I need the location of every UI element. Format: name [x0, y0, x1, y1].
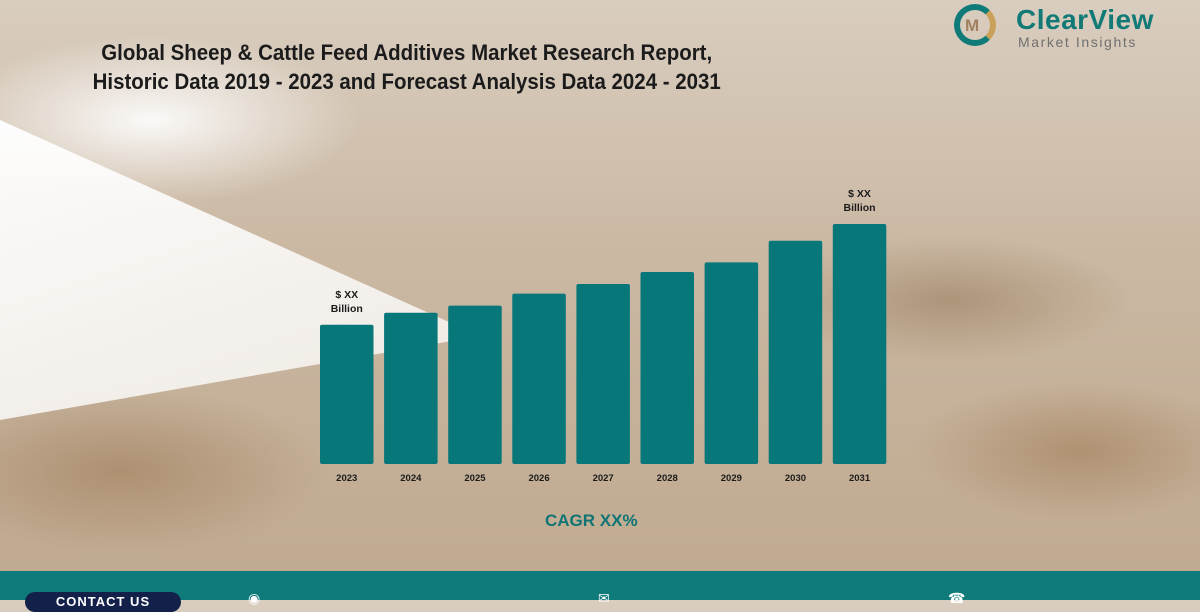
data-label: Billion — [844, 202, 876, 214]
bar-2031 — [832, 224, 887, 464]
email-icon: ✉ — [598, 590, 610, 606]
cagr-label: CAGR XX% — [545, 511, 638, 530]
title-line-2: Historic Data 2019 - 2023 and Forecast A… — [92, 69, 721, 94]
x-tick-label: 2024 — [400, 473, 422, 484]
logo-tagline: Market Insights — [1018, 34, 1137, 50]
bar-2030 — [768, 240, 823, 464]
x-tick-label: 2030 — [785, 473, 806, 484]
globe-icon: ◉ — [248, 590, 261, 606]
logo-name: ClearView — [1016, 4, 1154, 35]
logo: M ClearView Market Insights — [950, 2, 1190, 54]
data-label: $ XX — [335, 289, 358, 301]
page-title: Global Sheep & Cattle Feed Additives Mar… — [44, 38, 769, 96]
footer-bar: CONTACT US ◉ ✉ ☎ — [0, 571, 1200, 612]
bar-2028 — [640, 272, 694, 464]
logo-monogram: M — [965, 16, 980, 35]
data-label: $ XX — [848, 188, 871, 200]
x-tick-label: 2027 — [593, 473, 614, 484]
data-label: Billion — [331, 303, 363, 315]
x-tick-label: 2028 — [657, 473, 678, 484]
x-tick-label: 2026 — [528, 473, 549, 484]
bar-2027 — [576, 284, 630, 464]
x-tick-label: 2025 — [464, 473, 486, 484]
bar-2024 — [384, 312, 438, 464]
x-tick-label: 2029 — [721, 473, 742, 484]
x-tick-label: 2023 — [336, 473, 357, 484]
logo-mark-icon — [954, 4, 996, 46]
x-tick-label: 2031 — [849, 473, 871, 484]
title-line-1: Global Sheep & Cattle Feed Additives Mar… — [101, 40, 713, 65]
phone-icon: ☎ — [948, 590, 966, 606]
bar-2023 — [320, 324, 374, 464]
bar-2026 — [512, 293, 566, 464]
bar-2025 — [448, 305, 502, 464]
contact-us-button[interactable]: CONTACT US — [25, 592, 181, 612]
bar-2029 — [704, 262, 759, 464]
